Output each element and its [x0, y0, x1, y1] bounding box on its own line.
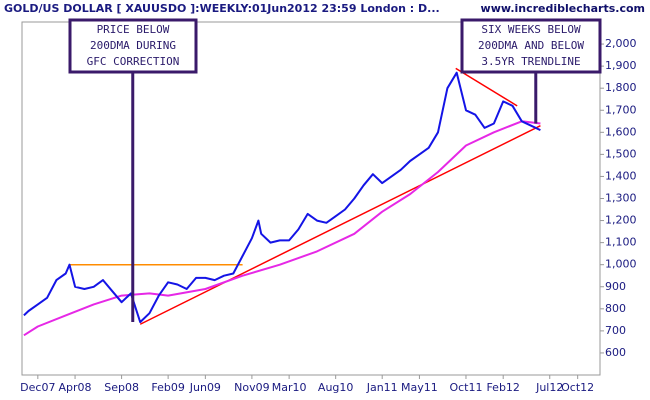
annotation-text: GFC CORRECTION — [87, 55, 180, 68]
y-tick-label: 1,600 — [605, 125, 637, 138]
annotation-text: 200DMA DURING — [90, 39, 176, 52]
x-tick-label: Jul12 — [535, 381, 563, 394]
trendline — [455, 67, 518, 107]
x-tick-label: Dec07 — [20, 381, 55, 394]
y-tick-label: 1,800 — [605, 81, 637, 94]
y-tick-label: 600 — [605, 346, 626, 359]
x-tick-label: Oct12 — [561, 381, 594, 394]
x-tick-label: Jan11 — [366, 381, 398, 394]
y-tick-label: 700 — [605, 324, 626, 337]
annotation-box — [460, 18, 602, 74]
annotation-text: PRICE BELOW — [97, 23, 170, 36]
y-tick-label: 1,400 — [605, 169, 637, 182]
x-tick-label: Feb12 — [486, 381, 519, 394]
y-tick-label: 1,900 — [605, 59, 637, 72]
series-line — [23, 120, 541, 337]
x-tick-label: Jun09 — [189, 381, 221, 394]
y-tick-label: 1,100 — [605, 236, 637, 249]
y-tick-label: 800 — [605, 302, 626, 315]
x-tick-label: Feb09 — [151, 381, 184, 394]
x-tick-label: Sep08 — [104, 381, 139, 394]
y-tick-label: 1,500 — [605, 147, 637, 160]
y-tick-label: 1,000 — [605, 258, 637, 271]
x-tick-label: Mar10 — [272, 381, 307, 394]
y-tick-label: 2,000 — [605, 37, 637, 50]
trendline — [139, 125, 541, 325]
x-tick-label: May11 — [401, 381, 438, 394]
chart-subtitle: www.incrediblecharts.com — [481, 2, 645, 15]
x-tick-label: Nov09 — [234, 381, 269, 394]
annotation-text: 200DMA AND BELOW — [478, 39, 584, 52]
annotation-text: 3.5YR TRENDLINE — [481, 55, 580, 68]
x-tick-label: Oct11 — [449, 381, 482, 394]
annotation-text: SIX WEEKS BELOW — [481, 23, 581, 36]
x-tick-label: Apr08 — [59, 381, 92, 394]
annotation-box — [68, 18, 198, 74]
y-tick-label: 1,700 — [605, 103, 637, 116]
series-line — [23, 71, 541, 324]
x-tick-label: Aug10 — [318, 381, 353, 394]
chart-title: GOLD/US DOLLAR [ XAUUSDO ]:WEEKLY:01Jun2… — [4, 2, 440, 15]
y-tick-label: 900 — [605, 280, 626, 293]
y-tick-label: 1,200 — [605, 214, 637, 227]
y-tick-label: 1,300 — [605, 192, 637, 205]
